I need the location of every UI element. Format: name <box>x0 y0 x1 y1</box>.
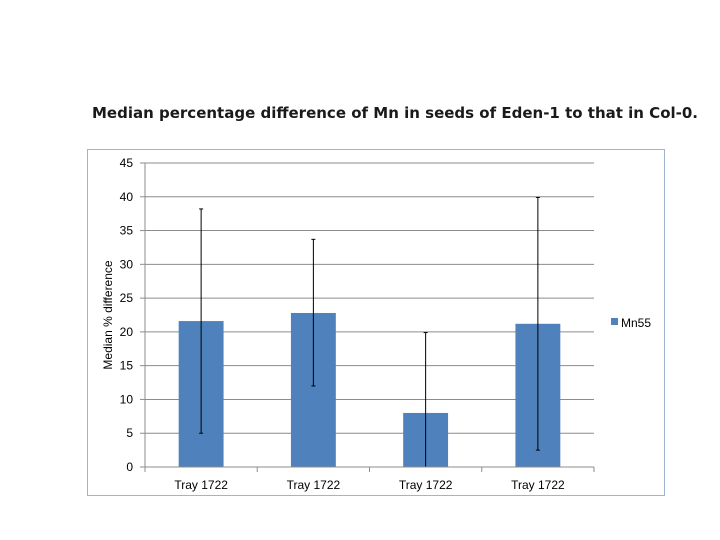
legend: Mn55 <box>611 316 651 330</box>
y-tick-label: 40 <box>120 190 134 204</box>
y-tick-label: 45 <box>120 156 134 170</box>
y-axis-title: Median % difference <box>101 260 115 370</box>
bars <box>178 312 561 467</box>
legend-label: Mn55 <box>621 316 651 330</box>
y-tick-label: 20 <box>120 325 134 339</box>
y-tick-label: 35 <box>120 224 134 238</box>
chart-title: Median percentage difference of Mn in se… <box>92 104 698 122</box>
y-tick-label: 25 <box>120 291 134 305</box>
x-tick-label: Tray 1722 <box>287 478 341 492</box>
axes <box>140 162 595 472</box>
x-tick-label: Tray 1722 <box>399 478 453 492</box>
tick-labels: 0 5 10 15 20 25 30 35 40 45 Tray 1722 Tray 1722 Tray… <box>120 156 565 492</box>
y-tick-label: 30 <box>120 257 134 271</box>
y-tick-label: 15 <box>120 359 134 373</box>
x-tick-label: Tray 1722 <box>511 478 565 492</box>
y-tick-label: 5 <box>126 426 133 440</box>
x-tick-label: Tray 1722 <box>174 478 228 492</box>
legend-swatch <box>611 318 618 325</box>
error-bars <box>199 196 540 468</box>
y-tick-label: 10 <box>120 392 134 406</box>
y-tick-label: 0 <box>126 460 133 474</box>
